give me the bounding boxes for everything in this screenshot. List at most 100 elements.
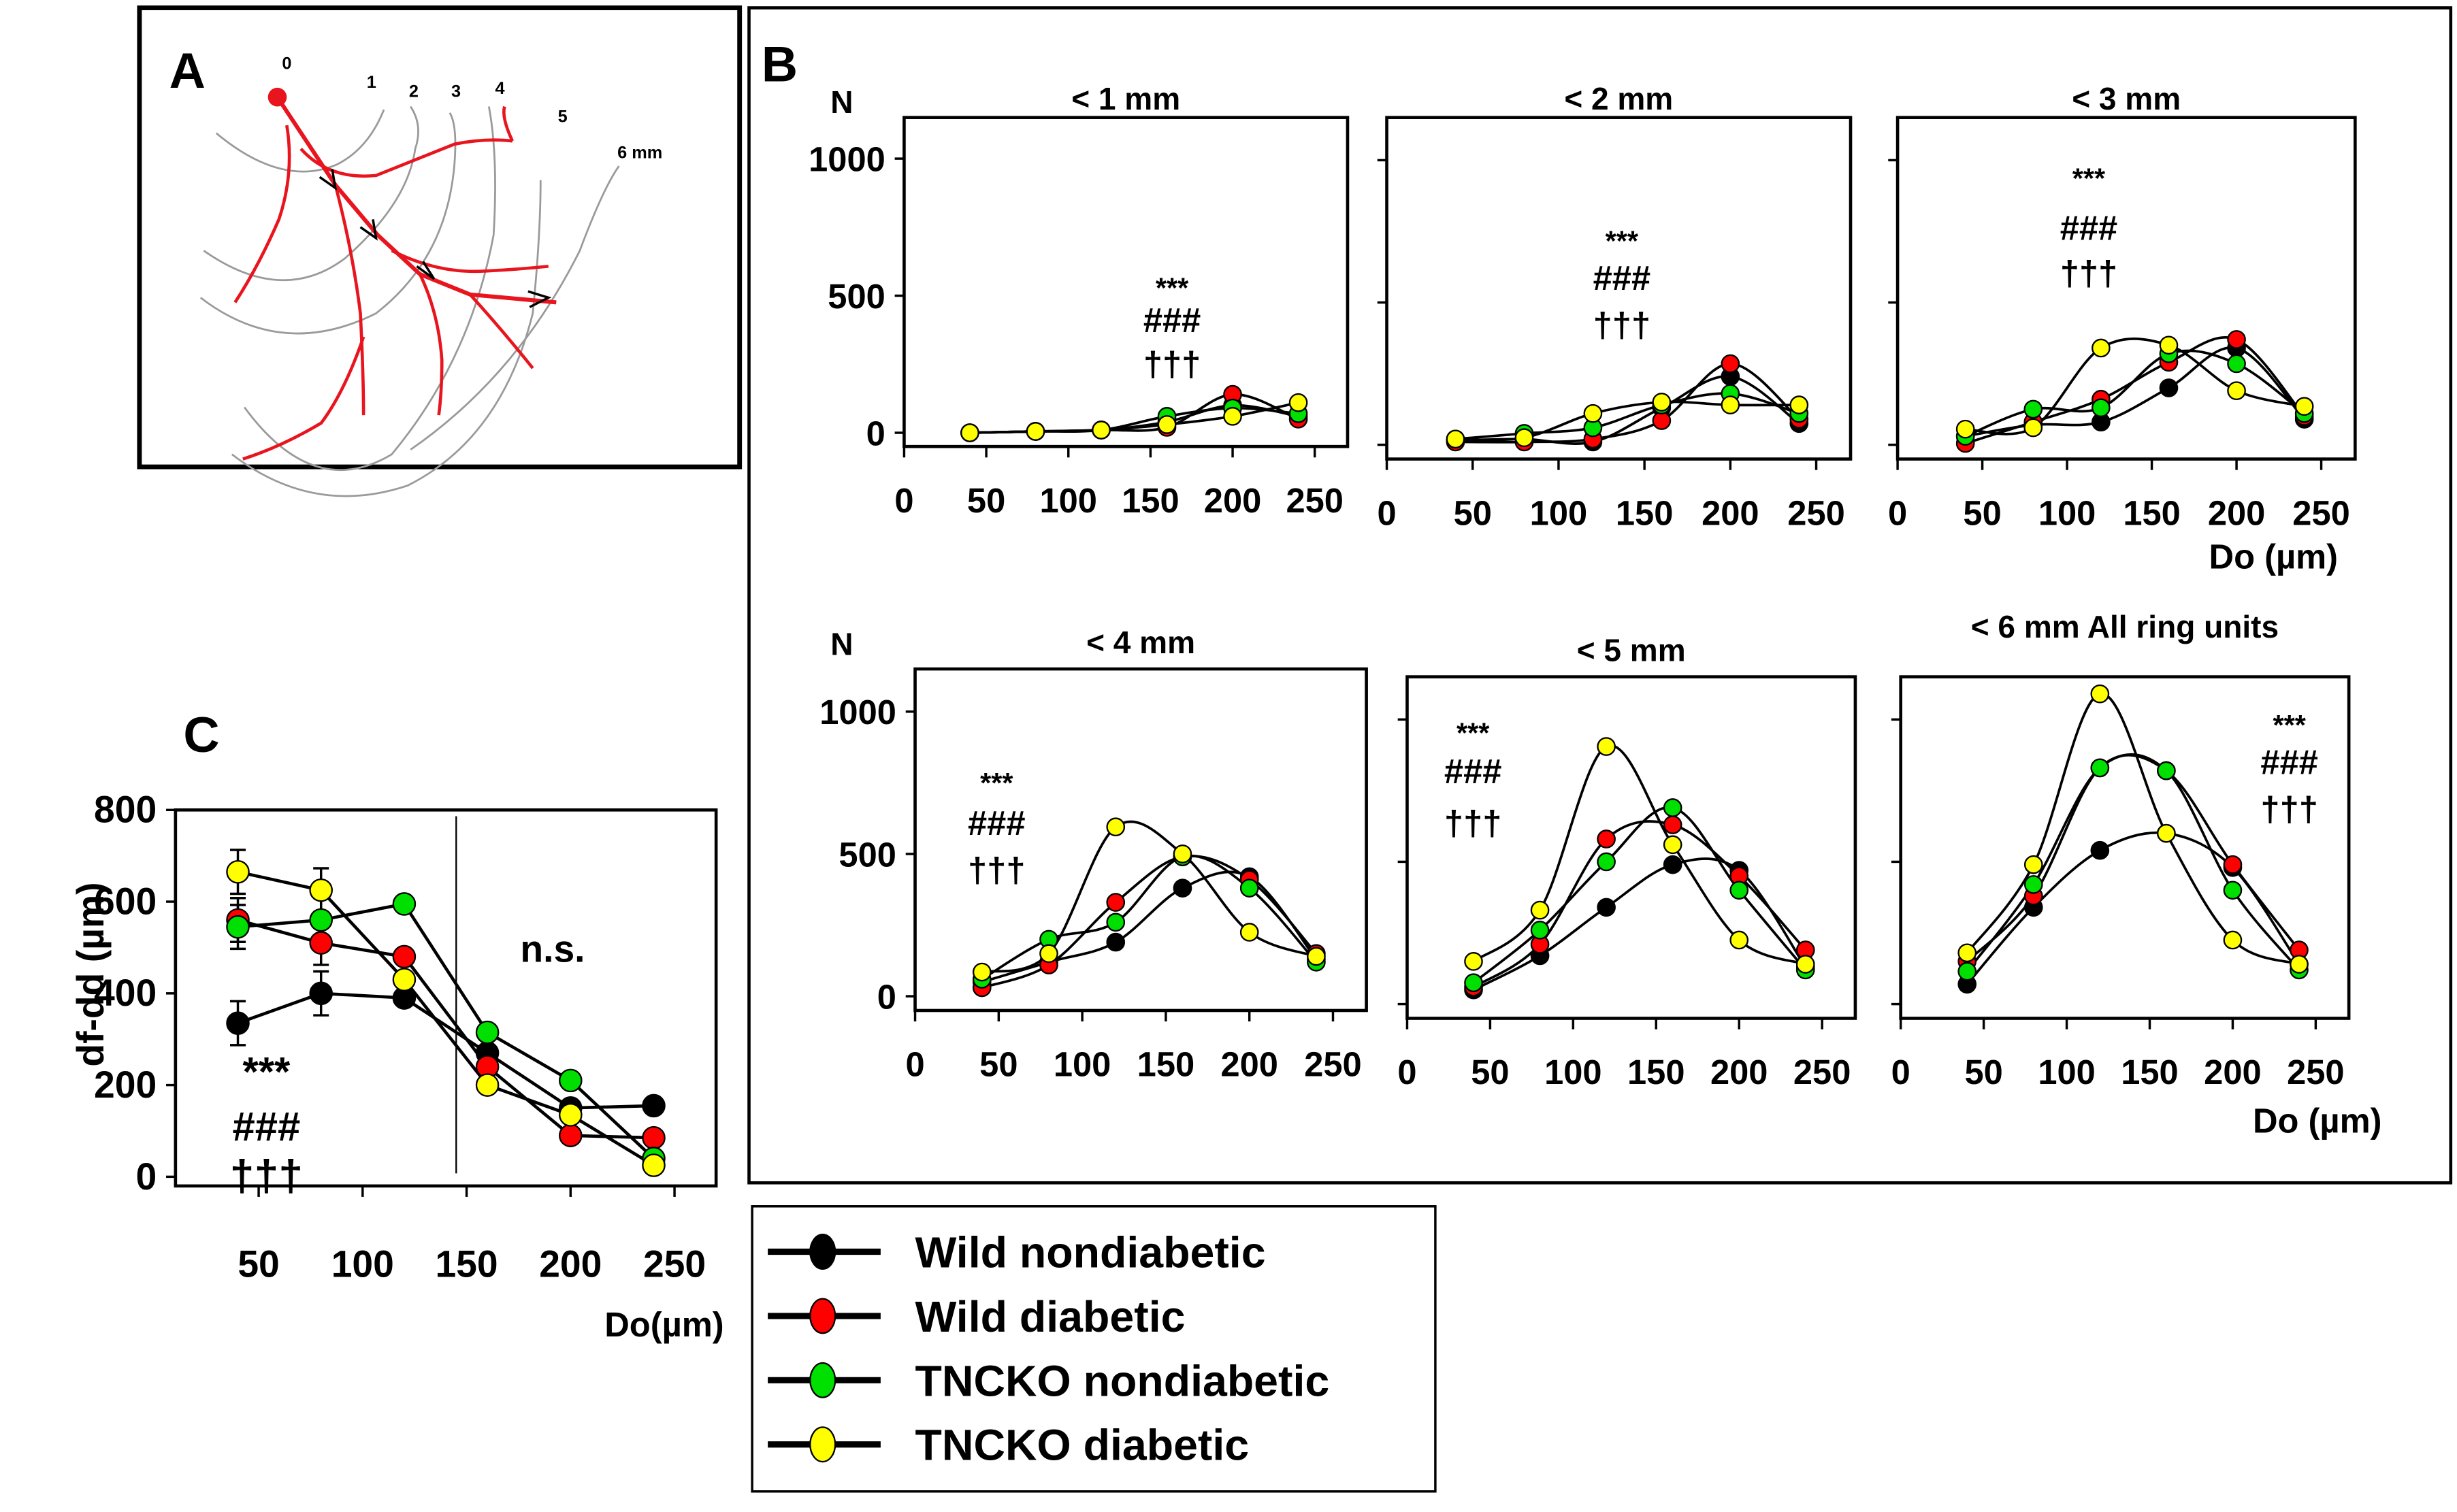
x-tick-label: 250 (2287, 1053, 2345, 1091)
data-point (2090, 840, 2110, 860)
x-tick-label: 0 (1397, 1053, 1416, 1091)
legend-item: TNCKO nondiabetic (768, 1356, 1329, 1405)
legend-marker (809, 1234, 836, 1270)
legend-label: TNCKO nondiabetic (915, 1356, 1330, 1405)
significance-annotation: ### (968, 804, 1026, 842)
plot-frame (1899, 675, 2351, 1020)
series-line (969, 406, 1299, 434)
x-tick-label: 0 (894, 481, 913, 520)
x-tick-label: 50 (238, 1243, 279, 1285)
plot-frame (913, 667, 1368, 1013)
data-point (1223, 407, 1242, 426)
series-line (1455, 362, 1800, 444)
data-point (1173, 844, 1192, 864)
data-point (1721, 354, 1740, 374)
y-axis-label: N (830, 626, 853, 661)
significance-annotation: ††† (1143, 345, 1201, 384)
y-tick-label: 0 (135, 1155, 157, 1198)
legend-marker (809, 1362, 836, 1398)
x-tick-label: 50 (967, 481, 1005, 520)
x-tick-label: 250 (1793, 1053, 1851, 1091)
data-point (475, 1020, 500, 1045)
significance-annotation: *** (980, 767, 1013, 799)
significance-annotation: ### (2060, 208, 2118, 247)
ring-arcs (199, 105, 620, 497)
series-line (238, 902, 655, 1160)
data-point (226, 859, 250, 884)
data-point (1957, 943, 1977, 963)
data-point (1106, 913, 1126, 932)
data-point (309, 931, 333, 955)
legend-label: Wild nondiabetic (915, 1228, 1266, 1277)
series-line (1472, 744, 1806, 966)
x-tick-label: 0 (905, 1045, 924, 1084)
significance-annotation: ### (1143, 301, 1201, 340)
data-point (1530, 900, 1550, 920)
x-tick-label: 200 (1204, 481, 1262, 520)
ring-labels: 0 1 2 3 4 5 6 mm (282, 54, 662, 162)
x-tick-label: 200 (539, 1243, 602, 1285)
series-line (238, 870, 655, 1167)
data-point (2227, 354, 2246, 374)
x-tick-label: 0 (1888, 493, 1907, 532)
data-point (1514, 428, 1534, 448)
data-point (1173, 878, 1192, 898)
chart-b2: < 2 mm 0 50 100 150 200 250 ***### ††† (1377, 81, 1853, 532)
data-point (1955, 419, 1975, 439)
flow-arrows (319, 169, 552, 308)
legend-item: Wild nondiabetic (768, 1228, 1266, 1277)
data-point (392, 968, 417, 991)
ns-label: n.s. (520, 928, 585, 970)
plot-frame (1895, 116, 2357, 461)
series-line (981, 820, 1317, 974)
series-line (1473, 820, 1807, 989)
chart-b6: < 6 mm All ring units 0 50 100 150 200 250 Do (… (1891, 609, 2382, 1140)
chart-title: < 1 mm (1071, 81, 1180, 116)
data-point (475, 1073, 500, 1097)
chart-title: < 2 mm (1564, 81, 1673, 116)
data-point (2159, 335, 2179, 355)
x-tick-label: 100 (1054, 1045, 1111, 1084)
significance-annotation: ††† (2260, 789, 2318, 828)
significance-annotation: *** (2273, 709, 2306, 741)
data-point (1464, 952, 1483, 971)
panel-b: B (747, 6, 2453, 1185)
significance-annotation: ### (2260, 742, 2318, 781)
data-point (2023, 875, 2043, 894)
x-tick-label: 150 (2121, 1053, 2179, 1091)
x-tick-label: 200 (1702, 493, 1759, 532)
significance-annotation: ### (232, 1104, 300, 1149)
vessel-origin-dot (267, 87, 287, 107)
data-point (1795, 955, 1815, 974)
data-point (2227, 381, 2246, 401)
panel-b-frame (747, 6, 2453, 1185)
data-point (1307, 947, 1326, 966)
y-tick-label: 1000 (809, 140, 885, 179)
data-point (960, 423, 979, 442)
data-point (2294, 397, 2314, 416)
x-tick-label: 100 (1039, 481, 1097, 520)
y-tick-label: 400 (94, 972, 157, 1014)
data-point (2223, 855, 2243, 874)
data-point (1092, 421, 1111, 440)
series-line (1966, 753, 2300, 963)
series-line (1965, 346, 2306, 438)
data-point (1597, 737, 1616, 756)
series-line (1965, 335, 2306, 445)
plot-frame (1405, 675, 1857, 1020)
data-point (1652, 393, 1672, 412)
data-point (559, 1068, 583, 1093)
series-line (1472, 806, 1807, 984)
x-tick-label: 100 (2038, 493, 2096, 532)
legend-marker (809, 1298, 836, 1334)
ring-label-6mm: 6 mm (617, 144, 662, 163)
x-tick-label: 50 (979, 1045, 1018, 1084)
chart-b1: < 1 mm N 0 500 1000 0 50 100 150 200 250 ***### ††† (809, 81, 1350, 520)
x-axis-label: Do (µm) (2253, 1102, 2382, 1140)
data-point (2092, 398, 2111, 418)
significance-annotation: ††† (230, 1151, 304, 1200)
data-point (1663, 855, 1682, 874)
x-tick-label: 50 (1964, 1053, 2002, 1091)
